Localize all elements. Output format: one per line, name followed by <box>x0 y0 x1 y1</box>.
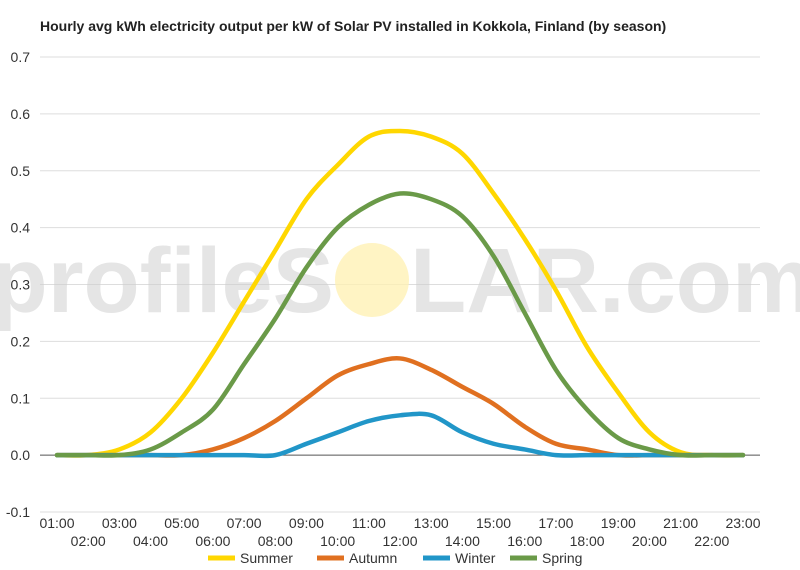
x-tick-label: 03:00 <box>102 515 137 531</box>
x-tick-label: 13:00 <box>414 515 449 531</box>
legend: Summer Autumn Winter Spring <box>208 550 582 566</box>
watermark-text-right: LAR.com <box>410 230 800 332</box>
watermark-sun-icon <box>335 243 409 317</box>
x-tick-label: 22:00 <box>694 533 729 549</box>
y-tick-label: 0.4 <box>11 220 31 236</box>
legend-label-winter: Winter <box>455 550 496 566</box>
y-tick-label: 0.3 <box>11 277 31 293</box>
y-tick-label: 0.0 <box>11 447 31 463</box>
y-tick-label: 0.5 <box>11 163 31 179</box>
watermark-text-left: profileS <box>0 230 334 332</box>
y-tick-label: 0.2 <box>11 333 31 349</box>
x-tick-label: 16:00 <box>507 533 542 549</box>
y-tick-label: 0.1 <box>11 390 31 406</box>
x-tick-label: 01:00 <box>39 515 74 531</box>
x-tick-label: 05:00 <box>164 515 199 531</box>
x-axis: 01:00 02:00 03:00 04:00 05:00 06:00 07:00 08:00… <box>39 515 760 549</box>
y-tick-label: 0.6 <box>11 106 31 122</box>
x-tick-label: 02:00 <box>71 533 106 549</box>
x-tick-label: 15:00 <box>476 515 511 531</box>
watermark: profileS LAR.com <box>0 230 800 332</box>
y-tick-label: -0.1 <box>6 504 30 520</box>
x-tick-label: 04:00 <box>133 533 168 549</box>
series-line-summer <box>54 128 746 458</box>
x-tick-label: 09:00 <box>289 515 324 531</box>
x-tick-label: 19:00 <box>601 515 636 531</box>
chart-title: Hourly avg kWh electricity output per kW… <box>40 18 667 34</box>
legend-label-summer: Summer <box>240 550 293 566</box>
legend-label-autumn: Autumn <box>349 550 397 566</box>
y-tick-label: 0.7 <box>11 49 31 65</box>
x-tick-label: 17:00 <box>538 515 573 531</box>
x-tick-label: 14:00 <box>445 533 480 549</box>
legend-label-spring: Spring <box>542 550 582 566</box>
x-tick-label: 21:00 <box>663 515 698 531</box>
x-tick-label: 10:00 <box>320 533 355 549</box>
y-axis: -0.1 0.0 0.1 0.2 0.3 0.4 0.5 0.6 0.7 <box>6 49 30 520</box>
series-line-autumn <box>54 356 746 458</box>
x-tick-label: 23:00 <box>725 515 760 531</box>
x-tick-label: 06:00 <box>195 533 230 549</box>
x-tick-label: 20:00 <box>632 533 667 549</box>
x-tick-label: 07:00 <box>227 515 262 531</box>
series-line-winter <box>54 411 746 459</box>
series-layer <box>54 128 746 459</box>
x-tick-label: 12:00 <box>382 533 417 549</box>
x-tick-label: 11:00 <box>352 515 386 531</box>
x-tick-label: 18:00 <box>570 533 605 549</box>
x-tick-label: 08:00 <box>258 533 293 549</box>
series-line-spring <box>54 191 746 458</box>
